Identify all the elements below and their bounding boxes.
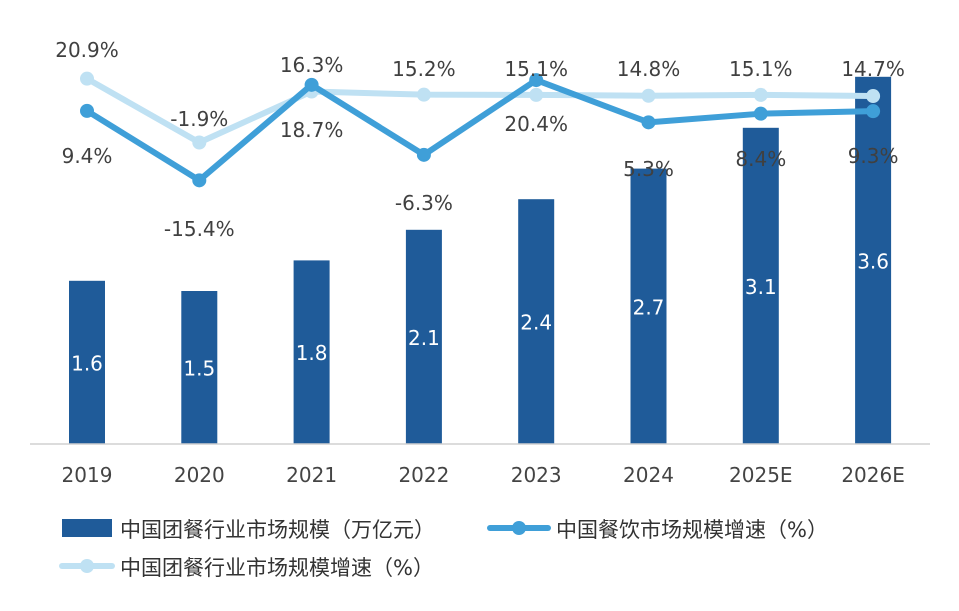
legend-swatch-group-marker bbox=[80, 559, 94, 573]
group-meal-growth-label: 16.3% bbox=[280, 53, 344, 77]
bar-value-label: 1.6 bbox=[71, 351, 103, 375]
legend-swatch-bar bbox=[62, 519, 112, 537]
group-meal-growth-point-2026E bbox=[866, 89, 881, 104]
legend-label-group-growth: 中国团餐行业市场规模增速（%） bbox=[120, 556, 434, 580]
x-tick-label: 2023 bbox=[511, 463, 562, 487]
x-tick-label: 2020 bbox=[174, 463, 225, 487]
x-tick-label: 2026E bbox=[841, 463, 905, 487]
group-meal-growth-label: 14.8% bbox=[617, 57, 681, 81]
bar-2023 bbox=[518, 199, 555, 444]
group-meal-growth-point-2023 bbox=[529, 87, 544, 102]
group-meal-growth-point-2025E bbox=[753, 87, 768, 102]
dining-growth-label: 20.4% bbox=[504, 112, 568, 136]
group-meal-growth-label: -1.9% bbox=[170, 107, 228, 131]
bar-value-label: 1.5 bbox=[183, 357, 215, 381]
dining-growth-point-2021 bbox=[304, 77, 319, 92]
bar-value-label: 1.8 bbox=[296, 341, 328, 365]
dining-growth-point-2020 bbox=[192, 173, 207, 188]
group-meal-growth-label: 15.2% bbox=[392, 57, 456, 81]
x-tick-label: 2024 bbox=[623, 463, 674, 487]
x-tick-label: 2019 bbox=[62, 463, 113, 487]
bar-2025E bbox=[742, 127, 779, 445]
x-tick-labels: 2019 2020 2021 2022 2023 2024 2025E 2026E bbox=[62, 463, 905, 487]
dining-growth-point-2024 bbox=[641, 115, 656, 130]
dining-growth-point-2022 bbox=[416, 147, 431, 162]
bar-2022 bbox=[405, 229, 442, 444]
x-tick-label: 2021 bbox=[286, 463, 337, 487]
bar-2020 bbox=[181, 291, 218, 444]
group-meal-growth-point-2022 bbox=[416, 87, 431, 102]
dining-growth-point-2023 bbox=[529, 73, 544, 88]
group-meal-growth-label: 15.1% bbox=[729, 57, 793, 81]
data-labels: 1.6 1.5 1.8 2.1 2.4 2.7 3.1 3.6 20.9% -1.9% 16.3% 1… bbox=[55, 38, 905, 381]
dining-growth-label: 5.3% bbox=[623, 157, 674, 181]
x-tick-label: 2022 bbox=[398, 463, 449, 487]
legend-label-market-size: 中国团餐行业市场规模（万亿元） bbox=[120, 518, 435, 542]
bar-2019 bbox=[69, 280, 105, 444]
legend-swatch-dining-marker bbox=[512, 521, 526, 535]
group-meal-growth-line bbox=[84, 75, 877, 146]
dining-growth-label: -6.3% bbox=[395, 191, 453, 215]
dining-growth-point-2025E bbox=[753, 106, 768, 121]
x-tick-label: 2025E bbox=[729, 463, 793, 487]
dining-growth-point-2026E bbox=[866, 104, 881, 119]
bar-2026E bbox=[855, 76, 892, 445]
bars-layer bbox=[69, 76, 892, 445]
legend-label-dining-growth: 中国餐饮市场规模增速（%） bbox=[556, 518, 828, 542]
dining-growth-label: 18.7% bbox=[280, 118, 344, 142]
bar-2024 bbox=[630, 168, 667, 444]
group-meal-growth-point-2019 bbox=[80, 71, 94, 86]
bar-value-label: 2.4 bbox=[520, 311, 552, 335]
dining-growth-label: 9.3% bbox=[848, 144, 899, 168]
legend: 中国团餐行业市场规模（万亿元） 中国餐饮市场规模增速（%） 中国团餐行业市场规模增速… bbox=[59, 518, 828, 580]
dining-growth-label: 9.4% bbox=[62, 144, 113, 168]
dining-growth-label: 8.4% bbox=[735, 147, 786, 171]
bar-value-label: 3.6 bbox=[857, 249, 889, 273]
group-meal-growth-label: 20.9% bbox=[55, 38, 119, 62]
lines-layer bbox=[80, 71, 881, 188]
bar-value-label: 2.1 bbox=[408, 326, 440, 350]
bar-2021 bbox=[293, 260, 330, 444]
bar-value-label: 3.1 bbox=[745, 275, 777, 299]
group-meal-growth-point-2024 bbox=[641, 88, 656, 103]
dining-growth-point-2019 bbox=[80, 103, 94, 118]
group-meal-growth-label: 15.1% bbox=[504, 57, 568, 81]
group-meal-growth-point-2020 bbox=[192, 135, 207, 150]
group-meal-growth-label: 14.7% bbox=[841, 57, 905, 81]
dining-growth-line bbox=[84, 77, 877, 184]
dining-growth-label: -15.4% bbox=[164, 217, 235, 241]
bar-value-label: 2.7 bbox=[633, 295, 665, 319]
